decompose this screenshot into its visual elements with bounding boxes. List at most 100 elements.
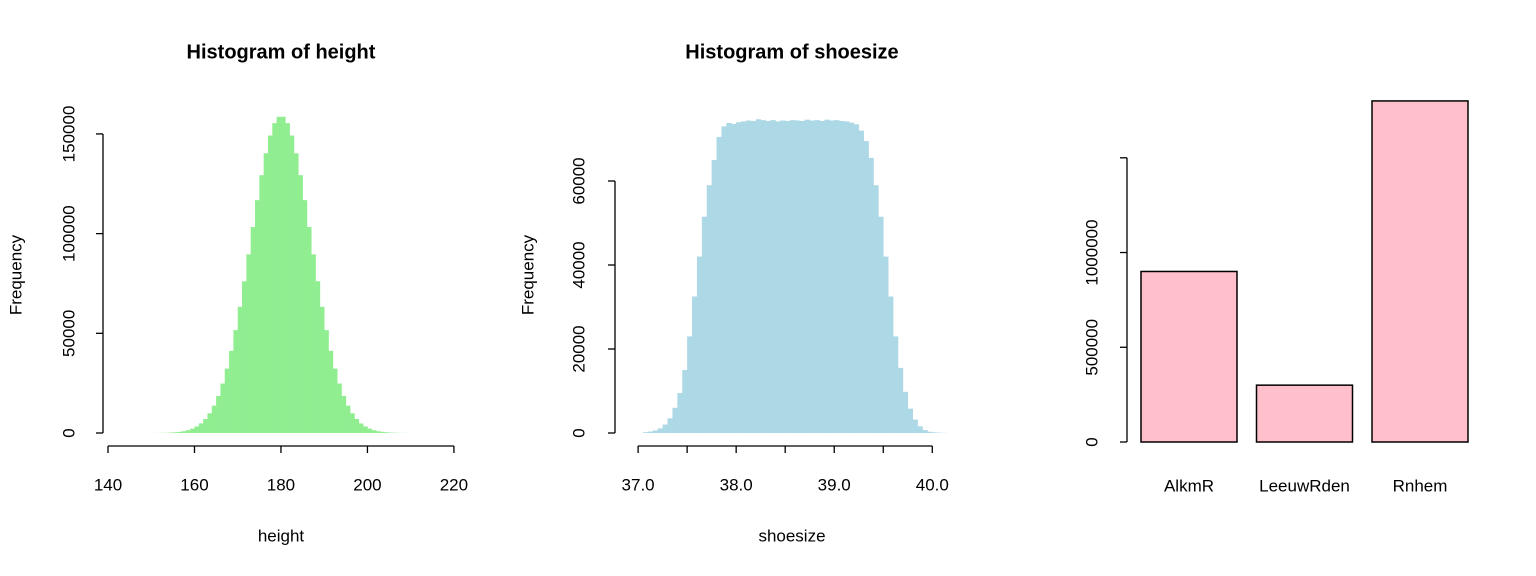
histogram-bar	[194, 426, 200, 433]
histogram-bar	[198, 423, 204, 433]
histogram-bar	[902, 391, 909, 433]
x-tick-label: 220	[440, 475, 468, 494]
histogram-bar	[371, 430, 377, 433]
histogram-bar	[844, 121, 850, 434]
histogram-bar	[696, 256, 703, 433]
histogram-bar	[839, 120, 845, 433]
histogram-bar	[765, 120, 771, 433]
bar	[1140, 270, 1238, 443]
histogram-bar	[824, 119, 830, 434]
histogram-bar	[172, 432, 178, 433]
y-tick-label: 50000	[59, 310, 78, 357]
y-tick-label: 0	[59, 428, 78, 437]
histogram-bar	[893, 336, 899, 433]
histogram-bar	[726, 123, 732, 433]
histogram-bar	[780, 120, 786, 434]
histogram-bar	[907, 408, 913, 433]
histogram-bar	[332, 368, 338, 433]
y-tick-label: 0	[1082, 437, 1101, 446]
histogram-bar	[324, 330, 329, 433]
histogram-bar	[677, 393, 683, 433]
histogram-bar	[328, 350, 334, 433]
x-tick-label: 39.0	[818, 475, 851, 494]
y-tick-label: 1000000	[1082, 219, 1101, 285]
bar	[1255, 384, 1354, 443]
histogram-bar	[185, 430, 191, 433]
histogram-bar	[848, 122, 855, 434]
histogram-bar	[667, 418, 673, 433]
chart-title: Histogram of shoesize	[685, 41, 898, 63]
bar	[1371, 100, 1469, 443]
histogram-bar	[721, 126, 727, 434]
histogram-bar	[927, 431, 933, 433]
histogram-bar	[276, 116, 282, 433]
y-tick-label: 20000	[569, 325, 588, 372]
histogram-bar	[289, 135, 295, 433]
histogram-bar	[878, 216, 884, 433]
histogram-bar	[770, 120, 776, 433]
histogram-bar	[829, 120, 835, 434]
histogram-bar	[293, 153, 299, 434]
histogram-bar	[345, 405, 351, 433]
histogram-bar	[376, 431, 381, 433]
histogram-bar	[873, 185, 879, 433]
histogram-bar	[706, 185, 712, 433]
histogram-bar	[701, 216, 708, 433]
histogram-bar	[716, 136, 722, 433]
histogram-bar	[692, 296, 698, 433]
histogram-bar	[814, 120, 820, 433]
histogram-bar	[207, 413, 213, 433]
histogram-bar	[302, 200, 308, 433]
histogram-bar	[912, 419, 918, 433]
histogram-bar	[834, 120, 840, 433]
histogram-bar	[216, 395, 221, 433]
histogram-bar	[242, 281, 247, 433]
y-tick-label: 40000	[569, 241, 588, 288]
histogram-bar	[809, 120, 815, 434]
x-tick-label: Rnhem	[1393, 476, 1448, 495]
histogram-bar	[190, 428, 195, 433]
histogram-bar	[643, 432, 649, 433]
x-tick-label: 200	[353, 475, 381, 494]
histogram-bar	[181, 431, 187, 433]
histogram-bar	[657, 428, 663, 433]
y-tick-label: 60000	[569, 157, 588, 204]
x-tick-label: 40.0	[916, 475, 949, 494]
histogram-bar	[888, 296, 894, 433]
histogram-bar	[224, 368, 230, 433]
histogram-bar	[922, 430, 928, 433]
histogram-bar	[741, 121, 747, 434]
histogram-bar	[285, 123, 290, 433]
x-tick-label: LeeuwRden	[1259, 476, 1350, 495]
histogram-bar	[662, 424, 668, 433]
histogram-bar	[350, 413, 355, 433]
histogram-bar	[380, 431, 386, 433]
x-tick-label: 140	[94, 475, 122, 494]
x-axis-label: height	[258, 526, 305, 545]
histogram-bar	[682, 370, 688, 433]
histogram-bar	[853, 124, 860, 434]
histogram-bar	[367, 428, 373, 433]
histogram-bar	[280, 116, 286, 433]
x-tick-label: 180	[267, 475, 295, 494]
histogram-bar	[358, 423, 364, 433]
histogram-bar	[785, 120, 791, 433]
histogram-bar	[263, 153, 269, 434]
y-tick-label: 500000	[1082, 319, 1101, 376]
histogram-bar	[315, 281, 321, 433]
histogram-bar	[731, 123, 737, 433]
x-tick-label: AlkmR	[1164, 476, 1214, 495]
histogram-bar	[211, 405, 217, 433]
histogram-bar	[220, 383, 226, 433]
histogram-bar	[868, 157, 874, 433]
histogram-bar	[354, 419, 360, 433]
chart-title: Histogram of height	[187, 41, 376, 63]
histogram-bar	[795, 120, 801, 434]
histogram-bar	[259, 175, 264, 433]
histogram-bar	[672, 407, 678, 433]
histogram-bar	[775, 121, 781, 434]
x-tick-label: 37.0	[622, 475, 655, 494]
histogram-bar	[736, 122, 742, 433]
x-tick-label: 38.0	[720, 475, 753, 494]
